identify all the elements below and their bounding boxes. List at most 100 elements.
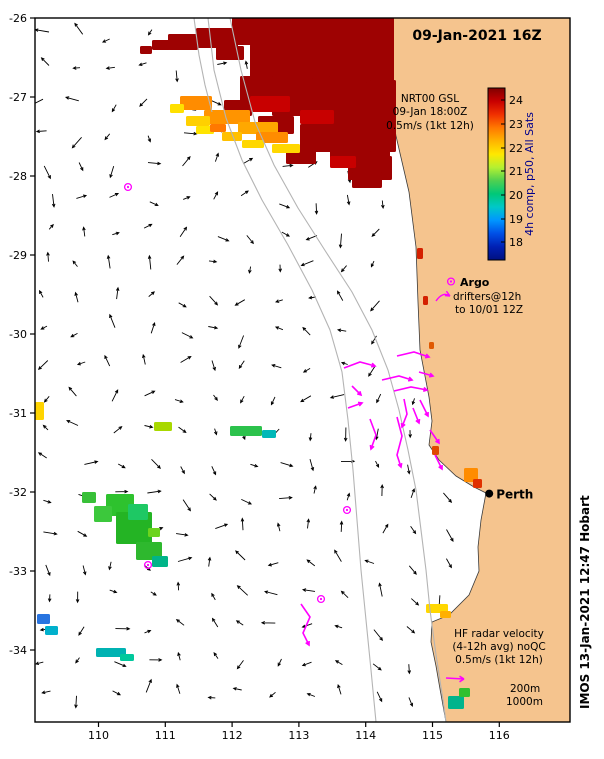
current-arrow <box>372 663 382 671</box>
current-arrow <box>111 389 119 402</box>
current-arrow <box>143 223 153 229</box>
current-arrow <box>408 697 414 707</box>
current-arrow <box>76 361 86 366</box>
current-arrow <box>235 620 244 626</box>
sst-info-line3: 0.5m/s (1kt 12h) <box>386 120 474 132</box>
current-arrow <box>336 290 344 301</box>
argo-float-icon-dot <box>449 280 453 283</box>
current-arrow <box>109 313 116 328</box>
sst-patch <box>256 132 288 143</box>
depth-label-1000m: 1000m <box>506 696 543 708</box>
current-arrow <box>329 394 345 399</box>
current-arrow <box>279 495 293 500</box>
sst-patch <box>186 116 210 126</box>
current-arrow <box>370 260 375 268</box>
current-arrow <box>269 691 276 698</box>
isobath-extra <box>193 18 213 113</box>
current-arrow <box>145 678 152 693</box>
current-arrow <box>37 360 49 371</box>
current-arrow <box>176 255 185 265</box>
current-arrow <box>77 530 88 537</box>
sst-patch <box>180 96 212 110</box>
current-arrow <box>148 291 155 297</box>
current-arrow <box>381 200 385 210</box>
current-arrow <box>112 231 120 236</box>
current-arrow <box>339 520 344 532</box>
current-arrow <box>175 70 179 83</box>
current-arrow <box>71 137 82 149</box>
current-arrow <box>213 652 219 659</box>
current-arrow <box>111 104 117 113</box>
current-arrow <box>380 484 384 497</box>
sst-patch <box>432 446 439 455</box>
current-arrow <box>274 326 284 331</box>
current-arrow <box>108 561 112 571</box>
current-arrow <box>109 165 115 179</box>
colorbar-tick-23: 23 <box>509 118 523 131</box>
current-arrow <box>82 565 87 576</box>
current-arrow <box>41 690 51 695</box>
hf-scale-arrow-icon <box>445 675 465 683</box>
current-arrow <box>72 260 78 267</box>
sst-patch <box>152 40 170 50</box>
current-arrow <box>235 550 246 561</box>
current-arrow <box>305 235 318 241</box>
drifter-track-icon <box>435 290 451 302</box>
current-arrow <box>217 61 228 65</box>
drifter-arrowhead <box>370 362 377 368</box>
sst-patch <box>250 96 290 112</box>
sst-patch <box>140 46 152 54</box>
sst-patch <box>464 468 478 482</box>
sst-patches-layer <box>35 18 482 709</box>
colorbar: 24 23 22 21 20 19 18 4h comp, p50, All S… <box>487 87 536 261</box>
current-arrow <box>43 165 51 180</box>
current-arrow <box>211 100 222 106</box>
drifter-track <box>418 371 434 377</box>
current-arrow <box>214 152 220 162</box>
sst-patch <box>440 611 451 618</box>
sst-patch <box>423 296 428 305</box>
current-arrow <box>368 365 376 377</box>
current-arrow <box>43 396 50 403</box>
current-arrow <box>72 66 81 70</box>
current-arrow <box>104 354 111 367</box>
current-arrow <box>236 660 244 670</box>
argo-legend-line3: to 10/01 12Z <box>455 304 523 316</box>
sst-patch <box>330 156 356 168</box>
current-arrow <box>147 29 153 36</box>
argo-float-symbol-dot <box>345 508 349 512</box>
current-arrow <box>48 223 54 230</box>
colorbar-tick-18: 18 <box>509 236 523 249</box>
current-arrow <box>43 531 58 536</box>
sst-patch <box>216 46 244 60</box>
current-arrow <box>250 463 259 468</box>
current-arrow <box>410 488 416 499</box>
sst-patch <box>366 18 394 83</box>
current-arrow <box>213 428 218 436</box>
x-tick-label: 111 <box>155 729 176 742</box>
current-arrow <box>364 559 375 564</box>
current-arrow <box>101 38 110 43</box>
perth-city-label: Perth <box>496 488 533 502</box>
sst-patch <box>230 426 262 436</box>
hf-legend-line3: 0.5m/s (1kt 12h) <box>455 654 543 666</box>
current-arrow <box>338 233 343 249</box>
current-arrow <box>371 228 380 237</box>
current-arrow <box>113 426 123 434</box>
sst-patch <box>152 556 168 567</box>
current-arrow <box>443 492 453 503</box>
y-tick-label: -30 <box>9 328 27 341</box>
current-arrow <box>84 460 99 465</box>
current-arrow <box>147 254 152 270</box>
isobath-1000m <box>207 18 377 722</box>
current-arrow <box>280 462 294 468</box>
drifter-track <box>300 603 311 646</box>
current-arrow <box>151 458 161 469</box>
drifter-track <box>347 402 363 409</box>
current-arrow <box>334 624 343 629</box>
current-arrow <box>147 135 152 143</box>
sst-patch <box>148 528 160 537</box>
current-arrow <box>411 398 416 406</box>
x-tick-label: 113 <box>288 729 309 742</box>
